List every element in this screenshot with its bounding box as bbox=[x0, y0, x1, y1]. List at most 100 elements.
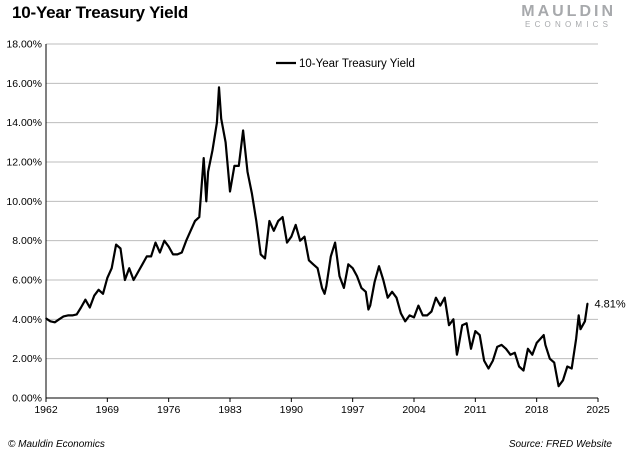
data-point bbox=[246, 171, 249, 173]
data-point bbox=[478, 334, 481, 336]
data-point bbox=[367, 308, 370, 311]
data-point bbox=[205, 200, 208, 203]
data-point bbox=[474, 330, 477, 332]
logo-sub-text: ECONOMICS bbox=[525, 20, 613, 29]
data-point bbox=[211, 149, 214, 151]
data-point bbox=[303, 235, 306, 238]
data-point bbox=[264, 257, 266, 260]
data-point bbox=[181, 251, 183, 254]
x-tick-label: 2004 bbox=[402, 404, 426, 416]
data-point bbox=[373, 281, 376, 283]
data-point bbox=[435, 296, 437, 299]
data-point bbox=[229, 190, 231, 193]
data-point bbox=[430, 310, 433, 313]
data-point bbox=[566, 365, 569, 368]
data-point bbox=[268, 220, 271, 222]
data-point bbox=[198, 216, 201, 218]
data-point bbox=[343, 287, 345, 289]
data-point bbox=[71, 314, 74, 317]
data-point bbox=[549, 357, 551, 360]
last-value-annotation: 4.81% bbox=[594, 298, 625, 310]
data-point bbox=[575, 338, 577, 340]
data-point bbox=[323, 293, 326, 295]
data-point bbox=[330, 255, 332, 258]
data-point bbox=[290, 235, 293, 238]
data-point bbox=[531, 353, 534, 356]
data-point bbox=[97, 289, 100, 291]
data-point bbox=[522, 369, 525, 372]
data-point bbox=[452, 318, 455, 321]
data-point bbox=[154, 241, 157, 244]
data-point bbox=[277, 220, 280, 222]
data-point bbox=[527, 348, 529, 350]
data-point bbox=[80, 306, 82, 309]
data-point bbox=[544, 344, 547, 346]
logo-main-text: MAULDIN bbox=[521, 3, 616, 20]
chart-title: 10-Year Treasury Yield bbox=[12, 3, 189, 22]
data-point bbox=[492, 359, 494, 362]
data-point bbox=[273, 230, 275, 232]
data-point bbox=[150, 255, 152, 258]
data-point bbox=[259, 253, 262, 256]
data-point bbox=[439, 304, 442, 307]
data-point bbox=[579, 328, 582, 331]
data-point bbox=[470, 348, 472, 350]
y-tick-label: 12.00% bbox=[6, 157, 42, 169]
data-point bbox=[500, 344, 503, 346]
data-point bbox=[391, 291, 393, 293]
data-point bbox=[202, 157, 205, 159]
data-point bbox=[220, 117, 222, 120]
data-point bbox=[312, 263, 315, 266]
data-point bbox=[189, 230, 192, 232]
data-point bbox=[378, 265, 380, 268]
x-tick-label: 2011 bbox=[464, 404, 487, 416]
y-tick-label: 4.00% bbox=[12, 314, 42, 326]
x-tick-label: 1962 bbox=[34, 404, 58, 416]
data-point bbox=[351, 267, 354, 270]
data-point bbox=[185, 239, 187, 242]
y-tick-label: 10.00% bbox=[6, 196, 42, 208]
data-point bbox=[159, 251, 161, 254]
data-point bbox=[233, 165, 236, 167]
data-point bbox=[294, 224, 297, 226]
x-tick-label: 1990 bbox=[280, 404, 304, 416]
data-point bbox=[45, 317, 47, 320]
data-point bbox=[356, 275, 358, 277]
y-tick-label: 0.00% bbox=[12, 393, 42, 405]
x-tick-label: 1983 bbox=[218, 404, 242, 416]
data-point bbox=[242, 129, 244, 132]
data-point bbox=[542, 334, 545, 336]
data-point bbox=[422, 314, 424, 317]
data-point bbox=[84, 298, 87, 301]
data-point bbox=[224, 141, 227, 144]
data-point bbox=[299, 239, 301, 242]
data-point bbox=[316, 267, 319, 270]
legend-label: 10-Year Treasury Yield bbox=[299, 58, 415, 70]
data-point bbox=[238, 165, 240, 167]
data-point bbox=[89, 306, 91, 309]
data-point bbox=[382, 279, 385, 281]
data-point bbox=[456, 353, 458, 356]
data-point bbox=[404, 320, 407, 323]
data-point bbox=[334, 241, 336, 244]
data-point bbox=[110, 267, 113, 270]
data-point bbox=[321, 287, 323, 289]
y-tick-label: 2.00% bbox=[12, 353, 42, 365]
data-point bbox=[172, 253, 174, 256]
data-point bbox=[54, 321, 56, 324]
data-point bbox=[207, 171, 209, 173]
data-point bbox=[347, 263, 350, 266]
data-point bbox=[141, 263, 144, 266]
x-tick-label: 1976 bbox=[157, 404, 181, 416]
data-point bbox=[286, 241, 288, 244]
data-point bbox=[584, 320, 586, 323]
data-point bbox=[408, 314, 411, 317]
data-point bbox=[386, 296, 389, 299]
y-tick-label: 16.00% bbox=[6, 78, 42, 90]
data-point bbox=[518, 365, 520, 368]
data-point bbox=[163, 239, 166, 242]
data-point bbox=[255, 220, 258, 222]
data-point bbox=[325, 285, 328, 287]
source-text: Source: FRED Website bbox=[508, 439, 612, 450]
